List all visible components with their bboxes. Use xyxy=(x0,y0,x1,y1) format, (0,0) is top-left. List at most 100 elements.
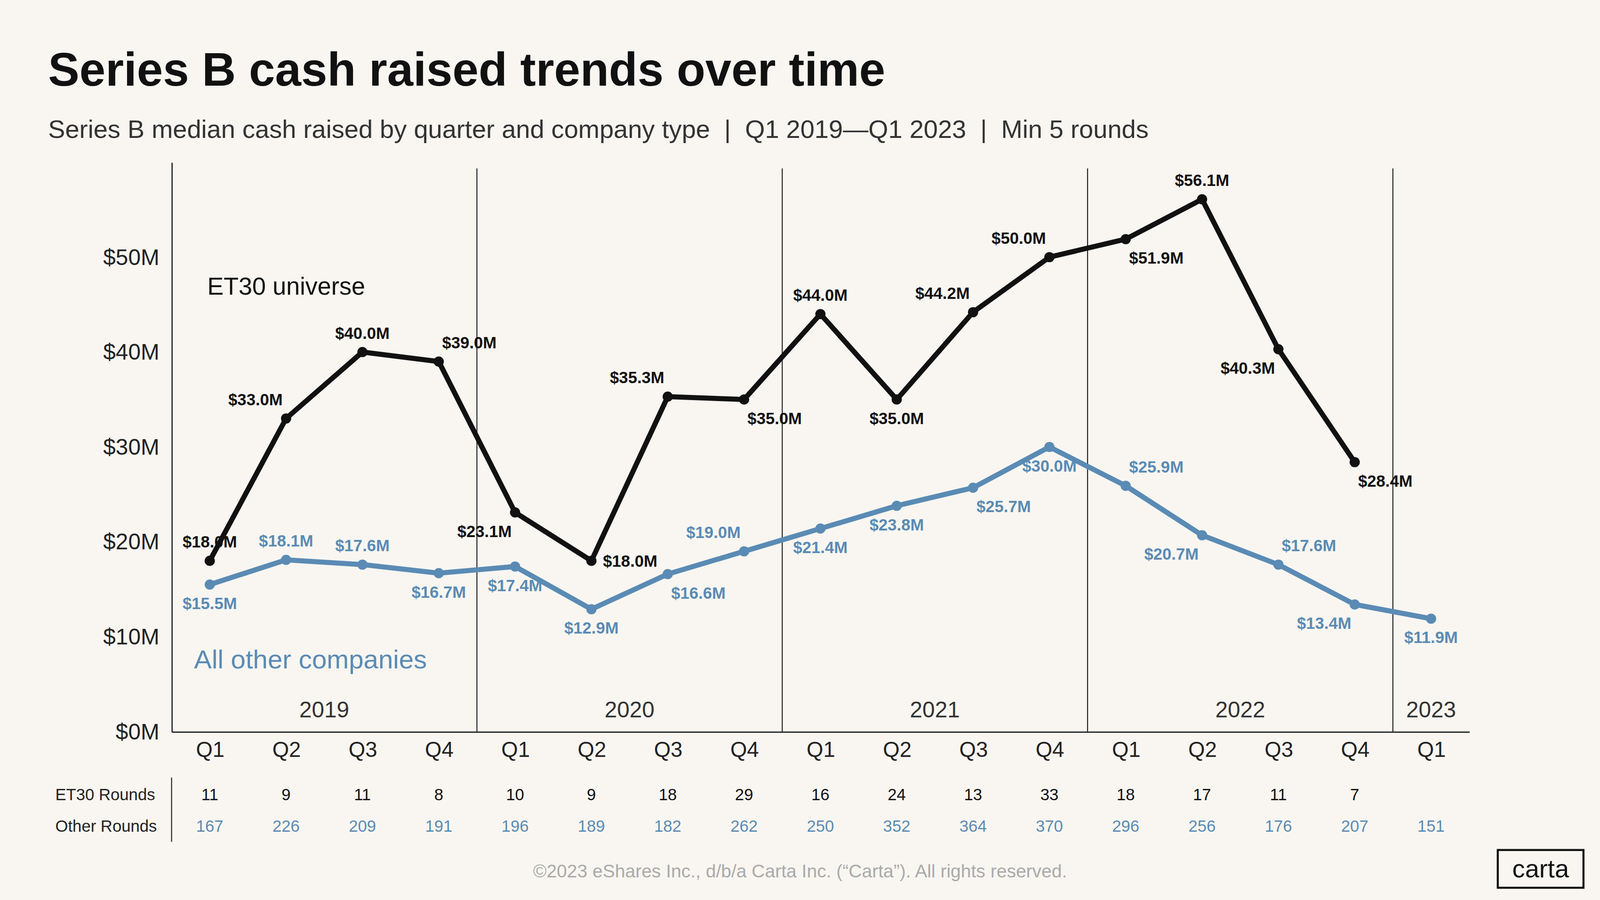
x-tick-label: Q1 xyxy=(1417,737,1447,762)
year-separator xyxy=(1392,168,1394,732)
series-name: ET30 universe xyxy=(207,272,366,300)
x-axis-line xyxy=(172,731,1470,733)
round-count: 10 xyxy=(505,785,525,804)
data-label: $30.0M xyxy=(1022,456,1077,475)
round-count: 8 xyxy=(434,785,444,804)
round-count: 364 xyxy=(959,816,987,835)
x-tick: Q2 xyxy=(272,731,302,762)
round-count: 256 xyxy=(1188,816,1216,835)
year-groups: 20192020202120222023 xyxy=(299,168,1456,732)
data-label: $18.0M xyxy=(182,532,238,551)
data-label: $40.3M xyxy=(1220,359,1276,377)
series-point xyxy=(968,482,979,493)
y-tick-label: $30M xyxy=(103,434,160,460)
data-label: $19.0M xyxy=(686,523,741,542)
data-label: $23.1M xyxy=(457,522,512,541)
round-count: 9 xyxy=(586,785,596,804)
round-count: 151 xyxy=(1417,816,1445,835)
series-point xyxy=(204,579,216,590)
subtitle: Series B median cash raised by quarter a… xyxy=(48,114,1149,144)
y-tick: $40M xyxy=(103,339,172,365)
x-tick: Q1 xyxy=(195,731,225,762)
round-count: 182 xyxy=(654,816,682,835)
series-point xyxy=(1349,456,1360,468)
data-label: $35.0M xyxy=(747,409,802,428)
round-count: 191 xyxy=(424,816,453,835)
year-label: 2023 xyxy=(1406,696,1456,722)
series-point xyxy=(815,523,826,534)
data-label: $18.1M xyxy=(258,531,314,550)
year-separator xyxy=(1087,168,1088,732)
x-tick: Q3 xyxy=(654,731,683,762)
x-tick: Q2 xyxy=(577,731,607,762)
series-point xyxy=(204,555,216,567)
series-point xyxy=(1273,559,1284,570)
series-point xyxy=(510,561,521,572)
x-tick: Q4 xyxy=(1035,731,1065,762)
data-label: $28.4M xyxy=(1358,472,1413,490)
logo-box xyxy=(1497,849,1584,888)
data-label: $13.4M xyxy=(1296,614,1352,632)
data-label: $17.4M xyxy=(488,576,543,595)
series-point xyxy=(1120,480,1131,491)
table-separator xyxy=(171,777,173,842)
series-point xyxy=(357,559,368,570)
year-label: 2022 xyxy=(1215,696,1265,722)
series-point xyxy=(586,603,597,615)
data-label: $17.6M xyxy=(335,536,390,555)
footer: ©2023 eShares Inc., d/b/a Carta Inc. (“C… xyxy=(533,860,1068,881)
series-point xyxy=(1044,251,1055,263)
x-tick: Q3 xyxy=(959,731,988,762)
round-count: 226 xyxy=(272,816,300,835)
y-tick-label: $50M xyxy=(103,244,160,270)
data-label: $51.9M xyxy=(1128,248,1184,267)
series-point xyxy=(1197,529,1208,541)
round-count: 29 xyxy=(735,785,754,804)
data-label: $20.7M xyxy=(1144,544,1200,563)
row-label: ET30 Rounds xyxy=(55,785,156,804)
series-point xyxy=(968,306,979,318)
series-point xyxy=(891,500,903,512)
x-tick-label: Q2 xyxy=(272,737,302,762)
year-label: 2019 xyxy=(299,696,350,722)
data-labels: $18.0M$33.0M$40.0M$39.0M$23.1M$18.0M$35.… xyxy=(182,171,1458,647)
round-count: 250 xyxy=(806,816,834,835)
x-tick-label: Q2 xyxy=(882,737,912,762)
x-tick-label: Q1 xyxy=(195,737,225,762)
x-tick: Q1 xyxy=(1417,731,1447,762)
round-count: 33 xyxy=(1040,785,1059,804)
series-names: ET30 universeAll other companies xyxy=(193,272,427,674)
series-point xyxy=(738,394,750,405)
plot-marks xyxy=(204,193,1437,624)
data-label: $25.7M xyxy=(976,497,1032,516)
series-point xyxy=(1044,441,1055,453)
x-tick-label: Q3 xyxy=(1264,737,1294,762)
x-tick-label: Q3 xyxy=(959,737,988,762)
data-label: $21.4M xyxy=(793,538,848,557)
x-tick-label: Q1 xyxy=(806,737,836,762)
x-tick-label: Q2 xyxy=(577,737,607,762)
data-label: $40.0M xyxy=(335,324,390,343)
data-label: $35.0M xyxy=(869,409,925,428)
data-label: $25.9M xyxy=(1128,457,1184,476)
y-tick: $20M xyxy=(103,528,172,554)
data-label: $23.8M xyxy=(869,515,925,534)
y-tick-label: $0M xyxy=(115,719,160,744)
x-axis: Q1Q2Q3Q4Q1Q2Q3Q4Q1Q2Q3Q4Q1Q2Q3Q4Q1 xyxy=(172,731,1470,762)
round-count: 196 xyxy=(501,816,529,835)
y-tick: $30M xyxy=(103,434,172,460)
round-count: 18 xyxy=(658,785,678,804)
data-label: $33.0M xyxy=(228,390,283,409)
y-tick-label: $10M xyxy=(103,624,160,649)
data-label: $17.6M xyxy=(1281,536,1337,555)
x-tick: Q2 xyxy=(1188,731,1217,762)
series-point xyxy=(280,413,292,424)
data-label: $56.1M xyxy=(1175,171,1230,190)
series-point xyxy=(586,555,597,567)
year-separator xyxy=(781,168,783,732)
logo-text: carta xyxy=(1512,854,1570,883)
round-count: 16 xyxy=(811,785,830,804)
x-tick-label: Q4 xyxy=(1035,737,1065,762)
series-point xyxy=(1349,599,1360,610)
background xyxy=(0,0,1600,900)
